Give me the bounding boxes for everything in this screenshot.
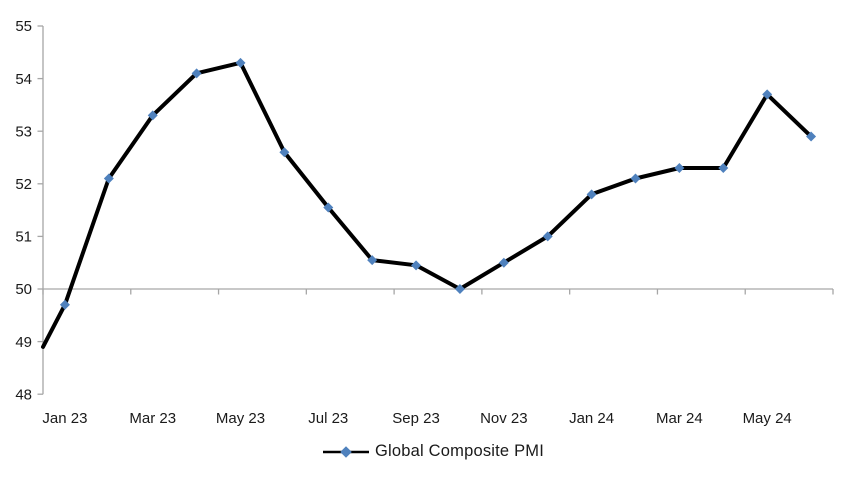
legend: Global Composite PMI — [7, 442, 852, 461]
x-axis-label: Nov 23 — [480, 410, 528, 427]
y-axis-label: 55 — [15, 18, 32, 35]
legend-label: Global Composite PMI — [374, 442, 545, 460]
pmi-marker — [103, 173, 114, 184]
legend-line-marker-icon — [322, 445, 369, 458]
y-axis-label: 48 — [15, 386, 32, 403]
y-axis-label: 53 — [15, 123, 32, 140]
pmi-marker — [59, 299, 70, 310]
pmi-marker — [367, 255, 378, 266]
pmi-marker — [630, 173, 641, 184]
pmi-marker — [542, 231, 553, 242]
x-axis-label: Mar 23 — [129, 410, 176, 427]
y-axis-label: 54 — [15, 71, 32, 88]
pmi-marker — [498, 257, 509, 268]
pmi-marker — [806, 131, 817, 142]
pmi-marker — [279, 147, 290, 158]
pmi-marker — [191, 68, 202, 79]
y-axis-label: 52 — [15, 176, 32, 193]
y-axis-label: 49 — [15, 334, 32, 351]
pmi-marker — [454, 284, 465, 294]
x-axis-label: May 24 — [743, 410, 792, 427]
pmi-marker — [762, 89, 773, 100]
pmi-marker — [718, 163, 729, 174]
x-axis-label: Jan 24 — [569, 410, 614, 427]
x-axis-label: Jan 23 — [42, 410, 87, 427]
x-axis-label: Mar 24 — [656, 410, 703, 427]
x-axis-label: May 23 — [216, 410, 265, 427]
pmi-marker — [323, 202, 334, 213]
pmi-marker — [235, 57, 246, 68]
pmi-marker — [586, 189, 597, 200]
pmi-series-line — [41, 60, 814, 349]
pmi-marker — [674, 163, 685, 174]
y-axis-label: 50 — [15, 281, 32, 298]
pmi-marker — [147, 110, 158, 121]
y-axis-label: 51 — [15, 229, 32, 246]
pmi-marker — [411, 260, 422, 271]
x-axis-label: Jul 23 — [308, 410, 348, 427]
x-axis-label: Sep 23 — [392, 410, 440, 427]
